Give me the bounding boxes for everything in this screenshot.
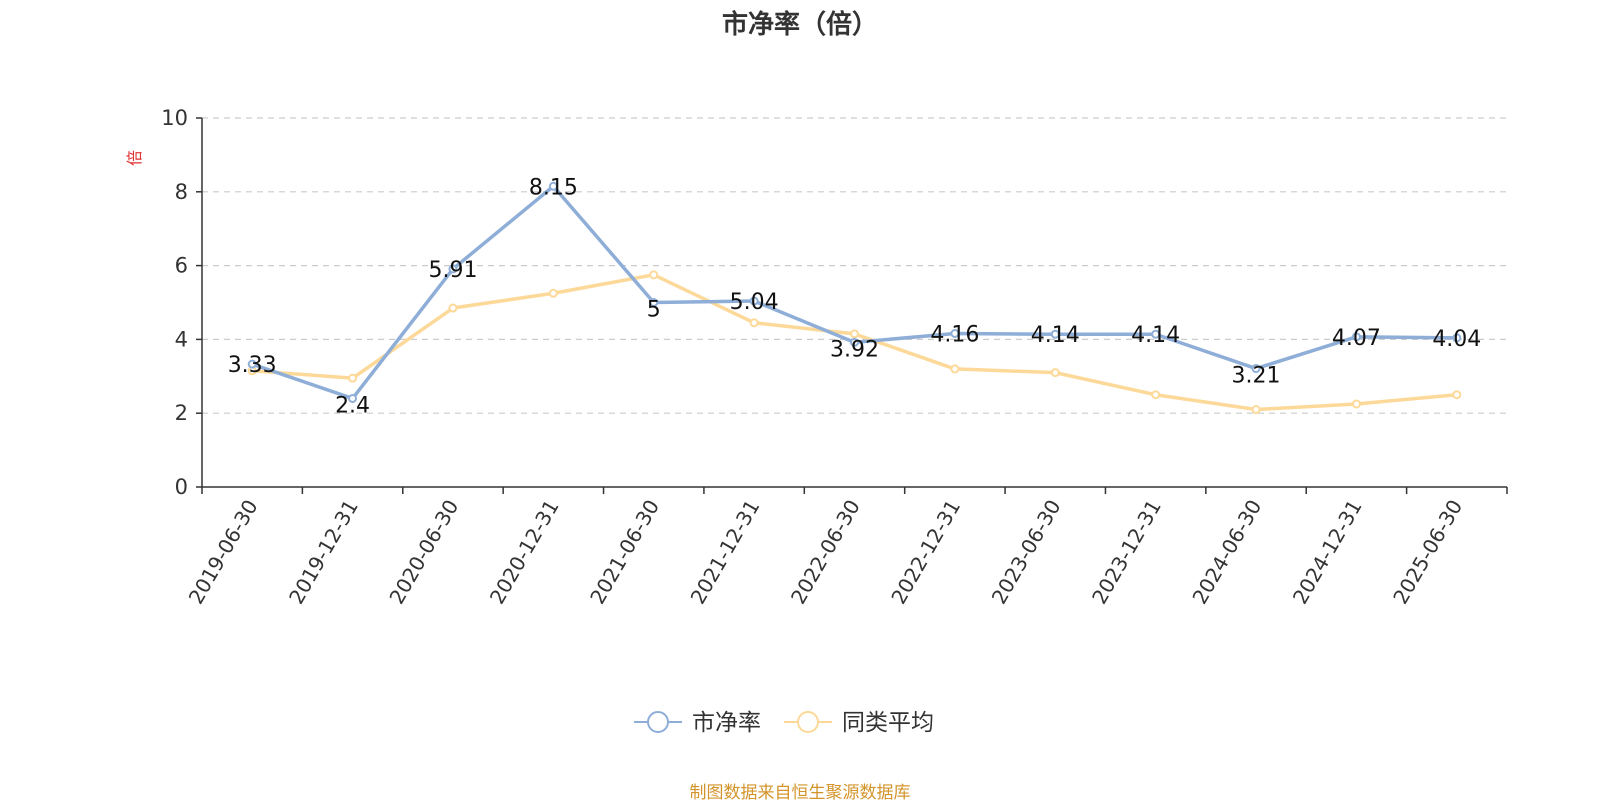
x-tick-label: 2020-12-31 — [485, 496, 564, 609]
x-tick-label: 2022-06-30 — [786, 496, 865, 609]
x-tick-label: 2019-06-30 — [184, 496, 263, 609]
data-point-市净率 — [548, 181, 558, 191]
data-label: 4.14 — [1131, 323, 1180, 348]
data-point-市净率 — [950, 328, 960, 338]
grid-lines — [202, 117, 1507, 414]
data-label: 3.33 — [228, 353, 277, 378]
x-tick-label: 2024-06-30 — [1187, 496, 1266, 609]
y-tick-label: 10 — [161, 106, 188, 130]
y-axis-unit: 倍 — [125, 150, 144, 166]
x-tick-label: 2024-12-31 — [1288, 496, 1367, 609]
data-point-同类平均 — [348, 373, 358, 383]
data-point-市净率 — [1251, 364, 1261, 374]
legend[interactable]: 市净率 同类平均 — [634, 710, 934, 736]
legend-marker-同类平均 — [797, 711, 819, 733]
data-point-市净率 — [448, 264, 458, 274]
x-tick-label: 2022-12-31 — [886, 496, 965, 609]
legend-label: 市净率 — [692, 710, 761, 736]
chart-title: 市净率（倍） — [721, 10, 878, 40]
legend-marker-市净率 — [647, 711, 669, 733]
data-point-同类平均 — [448, 303, 458, 313]
axes: 0 2 4 6 8 10 倍 2019-06-30 2019-12-31 2020-06-30 20… — [125, 106, 1508, 609]
x-tick-label: 2020-06-30 — [384, 496, 463, 609]
data-point-同类平均 — [1151, 390, 1161, 400]
data-label: 5.04 — [730, 290, 779, 315]
data-point-同类平均 — [649, 270, 659, 280]
data-label: 4.16 — [930, 322, 979, 347]
data-label: 2.4 — [335, 393, 370, 418]
data-label: 3.21 — [1232, 364, 1281, 389]
data-label: 5.91 — [428, 258, 477, 283]
data-point-市净率 — [348, 393, 358, 403]
data-labels: 3.33 2.4 5.91 8.15 5 5.04 3.92 4.16 4.14 4.14 3.21… — [228, 175, 1482, 418]
data-point-市净率 — [850, 337, 859, 347]
data-label: 4.07 — [1332, 326, 1381, 351]
data-label: 3.92 — [830, 337, 879, 362]
data-point-同类平均 — [950, 364, 960, 374]
data-label: 4.14 — [1031, 323, 1080, 348]
y-tick-label: 6 — [175, 254, 188, 278]
data-point-市净率 — [1452, 333, 1462, 343]
data-label: 4.04 — [1432, 327, 1481, 352]
x-tick-label: 2019-12-31 — [284, 496, 363, 609]
data-point-市净率 — [1351, 332, 1361, 342]
x-tick-label: 2021-12-31 — [686, 496, 765, 609]
x-tick-label: 2023-06-30 — [987, 496, 1066, 609]
y-tick-label: 8 — [175, 180, 188, 204]
data-point-市净率 — [1151, 329, 1161, 339]
x-tick-label: 2025-06-30 — [1388, 496, 1467, 609]
data-point-市净率 — [247, 359, 257, 369]
data-label: 8.15 — [529, 175, 578, 200]
data-point-市净率 — [1050, 329, 1060, 339]
legend-label: 同类平均 — [842, 710, 934, 736]
x-tick-label: 2023-12-31 — [1087, 496, 1166, 609]
data-point-市净率 — [749, 296, 759, 306]
series-lines — [247, 181, 1462, 415]
data-point-同类平均 — [749, 318, 759, 328]
data-point-同类平均 — [850, 329, 859, 339]
source-note: 制图数据来自恒生聚源数据库 — [689, 783, 911, 803]
data-point-同类平均 — [1351, 399, 1361, 409]
x-tick-label: 2021-06-30 — [585, 496, 664, 609]
data-label: 5 — [647, 298, 661, 323]
y-tick-label: 4 — [175, 327, 188, 351]
y-tick-label: 0 — [175, 475, 188, 499]
data-point-同类平均 — [1251, 405, 1261, 415]
data-point-市净率 — [649, 298, 659, 307]
y-tick-label: 2 — [175, 401, 188, 425]
data-point-同类平均 — [1452, 390, 1462, 400]
data-point-同类平均 — [1050, 368, 1060, 378]
data-point-同类平均 — [548, 288, 558, 298]
